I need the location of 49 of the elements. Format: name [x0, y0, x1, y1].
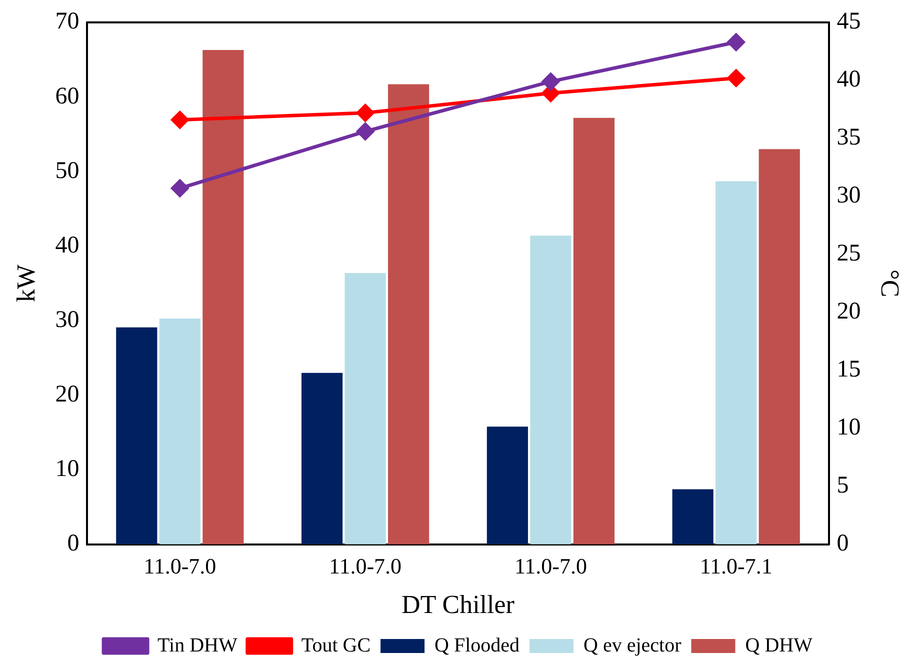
- point: [542, 72, 560, 90]
- y-tick-label: 0: [67, 530, 80, 557]
- x-axis-title: DT Chiller: [402, 590, 515, 620]
- y2-tick-label: 15: [836, 356, 861, 383]
- x-tick-label: 11.0-7.0: [514, 553, 587, 578]
- point: [356, 122, 374, 140]
- y2-tick-label: 30: [836, 182, 861, 209]
- legend-label: Q ev ejector: [584, 634, 682, 656]
- y-tick-label: 40: [55, 232, 80, 258]
- y-tick-label: 20: [55, 382, 80, 408]
- bar: [159, 318, 200, 544]
- y-tick-label: 50: [55, 158, 80, 184]
- y2-tick-label: 10: [836, 414, 861, 441]
- y-tick-label: 70: [55, 8, 80, 35]
- y-tick-label: 30: [55, 306, 80, 333]
- legend-label: Q Flooded: [434, 634, 520, 656]
- y2-tick-label: 45: [836, 8, 861, 35]
- x-tick-label: 11.0-7.0: [144, 553, 216, 578]
- y-tick-label: 60: [55, 83, 80, 110]
- bar: [344, 272, 386, 544]
- point: [727, 33, 745, 51]
- legend-label: Q DHW: [745, 634, 813, 656]
- legend-label: Tout GC: [301, 634, 371, 656]
- point: [171, 180, 189, 198]
- y2-tick-label: 35: [836, 124, 861, 151]
- point: [356, 104, 374, 122]
- y2-tick-label: 0: [836, 530, 849, 557]
- bar: [486, 426, 528, 544]
- legend-label: Tin DHW: [158, 634, 238, 656]
- y2-tick-label: 20: [836, 298, 861, 325]
- bar: [388, 84, 430, 544]
- y2-tick-label: 5: [836, 472, 849, 499]
- bar: [116, 327, 158, 544]
- y2-axis-title: °C: [876, 270, 905, 298]
- y2-tick-label: 40: [836, 66, 861, 93]
- bar: [202, 50, 244, 544]
- point: [171, 111, 189, 129]
- bar: [301, 372, 343, 544]
- y-tick-label: 10: [55, 456, 80, 482]
- bar: [672, 489, 714, 544]
- y2-tick-label: 25: [836, 240, 861, 267]
- point: [727, 69, 745, 87]
- bar: [758, 149, 800, 544]
- bar: [716, 181, 757, 544]
- bar: [530, 236, 572, 544]
- y-axis-title: kW: [11, 264, 40, 302]
- bar: [573, 118, 615, 544]
- x-tick-label: 11.0-7.1: [700, 553, 772, 578]
- x-tick-label: 11.0-7.0: [329, 553, 402, 578]
